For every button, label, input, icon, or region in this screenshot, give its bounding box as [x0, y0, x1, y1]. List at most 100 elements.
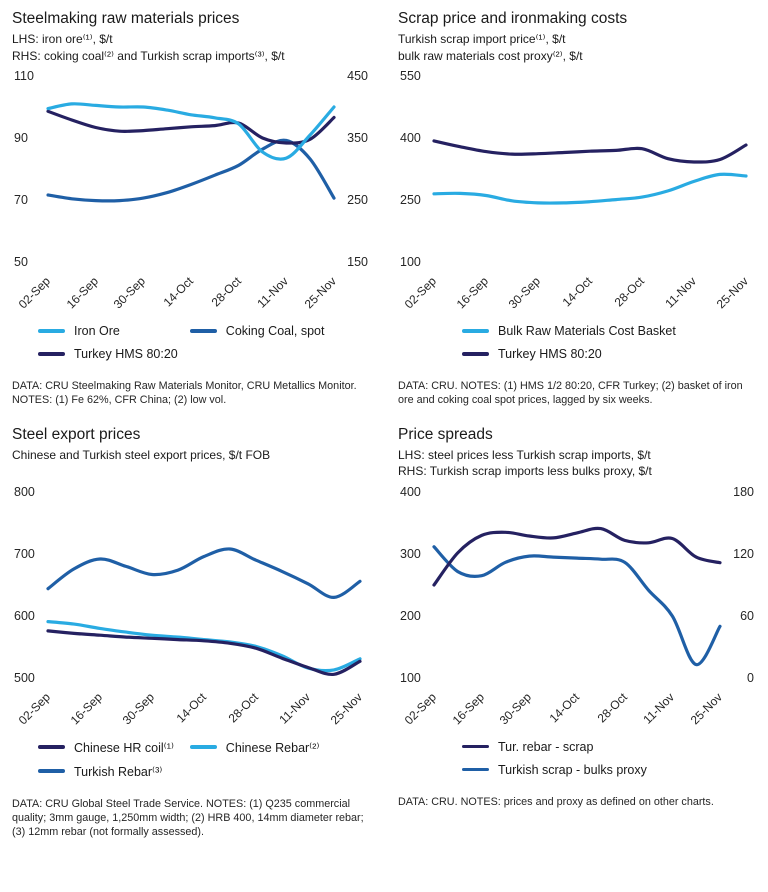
series-line-turkish-scrap-bulks-proxy: [432, 544, 722, 666]
y-tick-label: 100: [400, 255, 421, 269]
y-tick-label: 700: [14, 546, 35, 561]
legend-swatch: [189, 745, 217, 749]
x-axis-ticks: 02-Sep 16-Sep 30-Sep 14-Oct 28-Oct 11-Nov 25-N…: [16, 270, 339, 314]
chart-notes: DATA: CRU Global Steel Trade Service. NO…: [12, 797, 364, 839]
y-axis-right-ticks: 180 120 60 0: [720, 485, 754, 685]
series-line-chinese-rebar: [46, 619, 362, 672]
legend-item: Iron Ore: [38, 324, 190, 338]
plot-wrap: 02-Sep 16-Sep 30-Sep 14-Oct 28-Oct 11-Nov 25-N…: [402, 76, 751, 314]
x-tick-label: 28-Oct: [594, 689, 630, 725]
x-tick-label: 25-Nov: [301, 274, 339, 312]
chart-subtitle-line-2: RHS: coking coal⁽²⁾ and Turkish scrap im…: [12, 48, 285, 63]
plot-wrap: 02-Sep 16-Sep 30-Sep 14-Oct 28-Oct 11-Nov 25-N…: [16, 492, 365, 730]
plot-area: [432, 492, 722, 678]
legend-item: Turkey HMS 80:20: [462, 347, 754, 361]
plot-wrap: 02-Sep 16-Sep 30-Sep 14-Oct 28-Oct 11-Nov 25-N…: [16, 76, 339, 314]
x-tick-label: 16-Sep: [453, 274, 491, 312]
chart-title: Steelmaking raw materials prices: [12, 10, 240, 27]
x-tick-label: 02-Sep: [401, 274, 439, 312]
y-tick-label: 600: [14, 608, 35, 623]
legend-item: Turkish scrap - bulks proxy: [462, 763, 754, 777]
series-line-bulk-raw-materials-cost-basket: [432, 172, 748, 205]
y-tick-label: 500: [14, 670, 35, 685]
x-tick-label: 28-Oct: [225, 689, 261, 725]
series-line-tur-rebar-scrap: [432, 526, 722, 587]
y-tick-label: 110: [14, 69, 34, 83]
x-tick-label: 16-Sep: [63, 274, 101, 312]
legend-label: Iron Ore: [74, 324, 120, 338]
y-axis-right-ticks: [360, 492, 368, 678]
legend-swatch: [38, 329, 65, 333]
y-tick-label: 250: [347, 193, 368, 207]
y-axis-right-ticks: [746, 76, 754, 262]
series-line-turkish-rebar: [46, 546, 362, 599]
legend-label: Turkey HMS 80:20: [74, 347, 178, 361]
y-tick-label: 90: [14, 131, 28, 145]
legend-swatch: [189, 329, 217, 333]
x-tick-label: 25-Nov: [327, 689, 365, 727]
x-tick-label: 28-Oct: [208, 274, 244, 310]
x-tick-label: 28-Oct: [611, 274, 647, 310]
plot-area: [46, 492, 362, 678]
chart-zone: 800 700 600 500 02-Sep 16-Sep 30-Sep 14-Oct 28-…: [12, 485, 368, 730]
plot-area: [46, 76, 336, 262]
x-tick-label: 25-Nov: [687, 689, 725, 727]
chart-notes: DATA: CRU. NOTES: (1) HMS 1/2 80:20, CFR…: [398, 380, 743, 407]
x-tick-label: 30-Sep: [505, 274, 543, 312]
y-tick-label: 150: [347, 255, 368, 269]
line-chart: [46, 102, 336, 203]
chart-subtitle-line-1: LHS: steel prices less Turkish scrap imp…: [398, 447, 651, 462]
chart-legend: Tur. rebar - scrap Turkish scrap - bulks …: [398, 740, 754, 777]
legend-item: Bulk Raw Materials Cost Basket: [462, 324, 754, 338]
x-tick-label: 02-Sep: [15, 274, 53, 312]
y-axis-left-ticks: 800 700 600 500: [12, 485, 48, 685]
legend-item: Turkey HMS 80:20: [38, 347, 190, 361]
x-tick-label: 14-Oct: [173, 689, 209, 725]
y-tick-label: 800: [14, 484, 35, 499]
chart-subtitle-line-1: Turkish scrap import price⁽¹⁾, $/t: [398, 32, 566, 46]
y-axis-right-ticks: 450 350 250 150: [334, 69, 368, 269]
legend-label: Chinese Rebar⁽²⁾: [225, 740, 320, 755]
x-tick-label: 11-Nov: [254, 274, 292, 311]
legend-item: Chinese Rebar⁽²⁾: [189, 740, 368, 755]
x-tick-label: 30-Sep: [497, 689, 535, 727]
x-axis-ticks: 02-Sep 16-Sep 30-Sep 14-Oct 28-Oct 11-Nov 25-N…: [402, 270, 751, 314]
line-chart: [432, 139, 748, 205]
legend-swatch: [38, 769, 65, 773]
chart-notes: DATA: CRU. NOTES: prices and proxy as de…: [398, 795, 714, 808]
x-tick-label: 14-Oct: [546, 689, 582, 725]
chart-subtitle-line-2: bulk raw materials cost proxy⁽²⁾, $/t: [398, 48, 583, 63]
legend-label: Turkey HMS 80:20: [498, 347, 602, 361]
y-tick-label: 450: [347, 69, 368, 83]
x-tick-label: 25-Nov: [713, 274, 751, 312]
y-tick-label: 400: [400, 131, 421, 145]
chart-zone: 400 300 200 100 02-Sep 16-Sep 30-Sep 14-Oct 28-…: [398, 485, 754, 730]
chart-title: Scrap price and ironmaking costs: [398, 10, 628, 27]
x-tick-label: 16-Sep: [449, 689, 487, 727]
x-tick-label: 02-Sep: [15, 689, 53, 727]
x-axis-ticks: 02-Sep 16-Sep 30-Sep 14-Oct 28-Oct 11-Nov 25-N…: [402, 686, 725, 730]
y-tick-label: 550: [400, 69, 421, 83]
legend-swatch: [462, 744, 489, 749]
legend-label: Bulk Raw Materials Cost Basket: [498, 324, 676, 338]
line-chart: [432, 526, 722, 666]
chart-legend: Chinese HR coil⁽¹⁾ Chinese Rebar⁽²⁾ Turkis…: [12, 740, 368, 779]
legend-label: Turkish scrap - bulks proxy: [498, 762, 647, 777]
series-line-iron-ore: [46, 102, 336, 161]
y-tick-label: 60: [740, 608, 754, 623]
chart-grid: Steelmaking raw materials prices LHS: ir…: [12, 10, 754, 840]
y-tick-label: 250: [400, 193, 421, 207]
chart-subtitle-line-1: Chinese and Turkish steel export prices,…: [12, 447, 271, 462]
series-line-turkey-hms-80-20: [46, 109, 336, 145]
chart-legend: Bulk Raw Materials Cost Basket Turkey HMS…: [398, 324, 754, 361]
panel-price-spreads: Price spreads LHS: steel prices less Tur…: [398, 426, 754, 840]
series-line-coking-coal-spot: [46, 138, 336, 203]
y-tick-label: 70: [14, 193, 28, 207]
y-axis-left-ticks: 400 300 200 100: [398, 485, 434, 685]
chart-zone: 110 90 70 50 02-Sep 16-Sep 30-Sep 14-Oct 28-Oct…: [12, 69, 368, 314]
legend-label: Turkish Rebar⁽³⁾: [74, 764, 163, 779]
legend-item: Tur. rebar - scrap: [462, 740, 754, 754]
x-tick-label: 11-Nov: [276, 689, 313, 727]
chart-zone: 550 400 250 100 02-Sep 16-Sep 30-Sep 14-Oct 28-…: [398, 69, 754, 314]
legend-item: Turkish Rebar⁽³⁾: [38, 764, 190, 779]
